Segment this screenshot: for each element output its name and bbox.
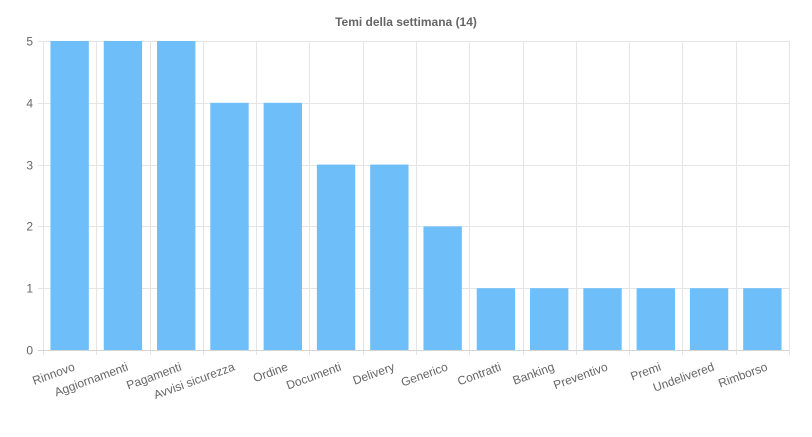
grid — [38, 41, 790, 355]
bar — [263, 102, 302, 350]
x-tick-label: Undelivered — [651, 360, 716, 395]
y-tick-label: 1 — [26, 282, 33, 296]
bar — [636, 288, 675, 350]
chart-title: Temi della settimana (14) — [335, 15, 477, 29]
bar — [316, 164, 356, 350]
y-tick-label: 3 — [26, 159, 33, 173]
bar — [50, 41, 89, 350]
x-tick-label: Contratti — [456, 360, 503, 389]
x-tick-label: Generico — [399, 360, 450, 390]
bar — [530, 288, 569, 350]
bar — [743, 288, 782, 350]
x-tick-label: Preventivo — [551, 360, 609, 393]
y-tick-label: 0 — [26, 344, 33, 358]
bar — [689, 288, 729, 350]
x-tick-label: Delivery — [351, 360, 397, 388]
bars — [50, 41, 782, 350]
bar — [103, 41, 143, 350]
bar — [583, 288, 622, 350]
bar — [210, 102, 249, 350]
bar — [476, 288, 516, 350]
y-tick-label: 2 — [26, 220, 33, 234]
x-tick-label: Documenti — [284, 360, 343, 393]
y-tick-label: 5 — [26, 35, 33, 49]
y-axis-ticks: 0 1 2 3 4 5 — [26, 35, 33, 358]
bar — [157, 41, 196, 350]
bar — [370, 164, 409, 350]
x-tick-label: Banking — [511, 360, 557, 388]
x-tick-label: Rimborso — [716, 360, 769, 391]
bar — [423, 226, 462, 350]
y-tick-label: 4 — [26, 97, 33, 111]
